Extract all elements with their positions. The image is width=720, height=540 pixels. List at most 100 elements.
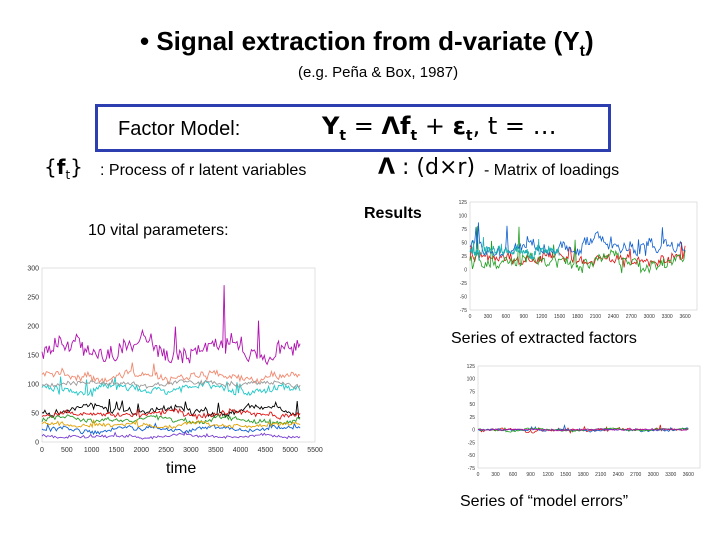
x-tick-label: 3000: [648, 472, 659, 478]
x-tick-label: 2000: [133, 447, 149, 454]
y-tick-label: -25: [468, 440, 475, 446]
x-tick-label: 500: [61, 447, 73, 454]
y-tick-label: -50: [460, 294, 467, 300]
x-tick-label: 2100: [590, 314, 601, 320]
model-errors-chart: -75 -50 -25 0 25 50 75 100 125 0 300 600 900 1200 1500…: [467, 364, 701, 478]
x-tick-label: 3300: [665, 472, 676, 478]
series-line-s1: [41, 285, 301, 366]
x-tick-label: 5000: [282, 447, 298, 454]
x-tick-label: 4500: [258, 447, 274, 454]
x-tick-label: 1000: [84, 447, 100, 454]
y-tick-label: 150: [27, 352, 39, 359]
series-line-s4: [41, 377, 301, 390]
series-line-s3: [41, 376, 301, 397]
y-tick-label: 200: [27, 323, 39, 330]
series-line-s5: [41, 399, 301, 419]
y-tick-label: 25: [469, 415, 475, 421]
x-tick-label: 1500: [554, 314, 565, 320]
plot-frame: [41, 267, 316, 443]
series-line-f1: [469, 242, 686, 268]
series-line-e4: [477, 427, 689, 432]
series-line-s10: [41, 430, 301, 440]
y-tick-label: -25: [460, 281, 467, 287]
series-line-f3: [469, 222, 686, 258]
time-axis-label: time: [166, 460, 197, 477]
series-line-s8: [41, 422, 301, 436]
y-tick-label: 50: [469, 402, 475, 408]
x-tick-label: 300: [484, 314, 493, 320]
series-line-s7: [41, 413, 301, 429]
x-tick-label: 4000: [233, 447, 249, 454]
x-tick-label: 2700: [630, 472, 641, 478]
factor-model-box: [95, 104, 611, 152]
x-tick-label: 3600: [683, 472, 694, 478]
x-tick-label: 1800: [572, 314, 583, 320]
x-tick-label: 1200: [543, 472, 554, 478]
factors-caption: Series of extracted factors: [451, 330, 637, 347]
series-line-s9: [41, 418, 301, 430]
vital-parameters-label: 10 vital parameters:: [88, 222, 229, 239]
y-tick-label: 100: [27, 381, 39, 388]
plot-frame: [477, 365, 701, 469]
x-tick-label: 3000: [183, 447, 199, 454]
loadings-symbol-icon: Λ : (d×r): [378, 155, 476, 180]
y-tick-label: 0: [472, 428, 475, 434]
y-tick-label: 250: [27, 294, 39, 301]
loadings-description: - Matrix of loadings: [484, 162, 620, 179]
factor-model-equation-icon: Yt = Λft + εt, t = …: [322, 112, 557, 144]
x-tick-label: 1800: [578, 472, 589, 478]
x-tick-label: 0: [477, 472, 480, 478]
x-tick-label: 900: [520, 314, 529, 320]
series-line-f4: [469, 236, 560, 261]
x-tick-label: 300: [491, 472, 500, 478]
citation: (e.g. Peña & Box, 1987): [298, 64, 459, 81]
y-tick-label: 25: [461, 254, 467, 260]
x-tick-label: 2700: [626, 314, 637, 320]
y-tick-label: 125: [467, 364, 476, 370]
y-tick-label: 0: [464, 267, 467, 273]
series-line-f2: [469, 226, 686, 274]
factor-model-label: Factor Model:: [118, 118, 241, 140]
extracted-factors-chart: -75 -50 -25 0 25 50 75 100 125 0 300 600 900 1200 1500…: [459, 200, 698, 320]
y-tick-label: 100: [459, 213, 468, 219]
title-close: ): [585, 26, 594, 56]
title-subscript: t: [579, 43, 585, 61]
x-tick-label: 0: [40, 447, 44, 454]
title-text: Signal extraction from d-variate (Y: [156, 26, 580, 56]
y-tick-label: -75: [460, 308, 467, 314]
x-tick-label: 2400: [613, 472, 624, 478]
x-tick-label: 1500: [109, 447, 125, 454]
f-symbol: f: [56, 155, 66, 179]
y-tick-label: 75: [469, 389, 475, 395]
y-tick-label: -75: [468, 466, 475, 472]
x-tick-label: 1500: [560, 472, 571, 478]
x-tick-label: 600: [502, 314, 511, 320]
y-tick-label: 75: [461, 227, 467, 233]
x-tick-label: 2100: [595, 472, 606, 478]
series-line-s2: [41, 362, 301, 385]
x-tick-label: 2400: [608, 314, 619, 320]
bullet-icon: •: [140, 26, 150, 56]
latent-process-symbol-icon: {ft}: [44, 155, 83, 182]
x-tick-label: 3000: [644, 314, 655, 320]
errors-caption: Series of “model errors”: [460, 493, 629, 510]
y-tick-label: 300: [27, 265, 39, 272]
latent-process-description: : Process of r latent variables: [100, 162, 307, 179]
y-tick-label: 125: [459, 200, 468, 206]
x-tick-label: 900: [526, 472, 535, 478]
x-tick-label: 0: [469, 314, 472, 320]
x-tick-label: 3300: [662, 314, 673, 320]
y-tick-label: 100: [467, 377, 476, 383]
y-tick-label: 50: [461, 240, 467, 246]
x-tick-label: 3500: [208, 447, 224, 454]
slide-title: • Signal extraction from d-variate (Yt): [140, 26, 594, 61]
y-tick-label: -50: [468, 453, 475, 459]
y-tick-label: 50: [31, 410, 39, 417]
x-tick-label: 600: [509, 472, 518, 478]
y-tick-label: 0: [35, 439, 39, 446]
x-tick-label: 2500: [158, 447, 174, 454]
x-tick-label: 3600: [679, 314, 690, 320]
series-line-s6: [41, 407, 301, 421]
x-tick-label: 5500: [307, 447, 323, 454]
